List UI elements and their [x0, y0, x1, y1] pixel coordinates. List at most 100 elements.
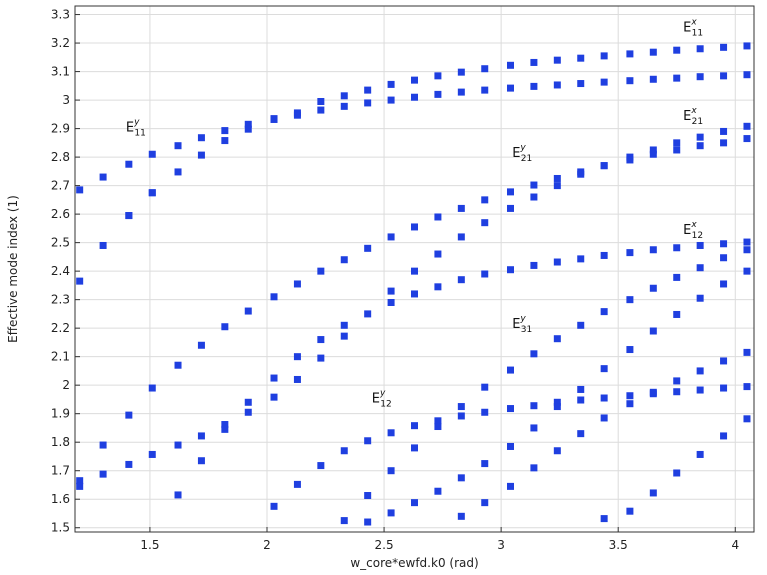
data-point — [696, 142, 704, 150]
data-point — [221, 127, 229, 135]
data-point — [743, 71, 751, 79]
mode-labels: Ex 11 Ey 11 Ex 21 Ey 21 Ex 12 Ey 31 Ey 12 — [126, 18, 703, 410]
data-point — [387, 96, 395, 104]
data-point — [649, 48, 657, 56]
mode-label: Ex 11 — [683, 18, 703, 39]
data-point — [364, 518, 372, 526]
data-point — [673, 469, 681, 477]
data-point — [317, 336, 325, 344]
data-point — [76, 482, 84, 490]
data-point — [743, 267, 751, 275]
data-point — [340, 102, 348, 110]
data-point — [148, 384, 156, 392]
data-point — [553, 81, 561, 89]
data-point — [434, 90, 442, 98]
y-tick-label: 2.3 — [51, 293, 70, 307]
data-point — [317, 98, 325, 106]
data-point — [457, 88, 465, 96]
y-tick-label: 3.1 — [51, 65, 70, 79]
data-point — [434, 487, 442, 495]
y-tick-label: 3.3 — [51, 8, 70, 22]
data-point — [649, 388, 657, 396]
mode-label: Ex 12 — [683, 220, 703, 241]
data-point — [577, 321, 585, 329]
data-point — [696, 367, 704, 375]
data-point — [197, 151, 205, 159]
y-tick-label: 2.1 — [51, 350, 70, 364]
data-point — [696, 294, 704, 302]
data-point — [434, 213, 442, 221]
data-point — [506, 188, 514, 196]
data-point — [99, 173, 107, 181]
mode-label: Ex 21 — [683, 106, 703, 127]
data-point — [577, 430, 585, 438]
data-point — [720, 280, 728, 288]
y-tick-label: 1.7 — [51, 464, 70, 478]
data-point — [411, 444, 418, 452]
data-point — [600, 308, 608, 316]
data-point — [244, 408, 252, 416]
data-point — [387, 287, 395, 295]
data-point — [696, 73, 704, 81]
data-point — [364, 244, 372, 252]
data-point — [317, 354, 325, 362]
data-point — [626, 77, 634, 85]
data-point — [317, 267, 325, 275]
data-point — [506, 61, 514, 69]
data-point — [481, 460, 489, 468]
data-point — [506, 482, 514, 490]
y-tick-label: 2.5 — [51, 236, 70, 250]
data-point — [244, 125, 252, 133]
data-point — [340, 92, 348, 100]
y-tick-label: 1.8 — [51, 435, 70, 449]
data-point — [457, 68, 465, 76]
data-point — [696, 45, 704, 53]
data-point — [506, 266, 514, 274]
data-point — [221, 323, 229, 331]
data-point — [626, 346, 634, 354]
y-tick-label: 2.9 — [51, 122, 70, 136]
data-point — [743, 238, 751, 246]
data-point — [457, 512, 465, 520]
data-point — [626, 156, 634, 164]
data-point — [174, 142, 182, 150]
data-point — [743, 122, 751, 130]
data-point — [600, 162, 608, 170]
data-point — [411, 499, 418, 507]
data-point — [696, 386, 704, 394]
data-point — [743, 135, 751, 143]
data-point — [197, 134, 205, 142]
data-point — [244, 120, 252, 128]
data-point — [293, 353, 301, 361]
data-point — [148, 150, 156, 158]
data-point — [270, 115, 278, 123]
x-tick-label: 3.5 — [609, 538, 628, 552]
data-point — [530, 261, 538, 269]
data-point — [340, 256, 348, 264]
data-point — [125, 160, 133, 168]
data-point — [270, 374, 278, 382]
data-point — [553, 56, 561, 64]
data-point — [506, 84, 514, 92]
data-point — [148, 189, 156, 197]
data-point — [340, 517, 348, 525]
data-point — [649, 246, 657, 254]
data-point — [530, 82, 538, 90]
data-point — [506, 442, 514, 450]
y-tick-label: 2.6 — [51, 207, 70, 221]
data-point — [174, 361, 182, 369]
data-point — [600, 52, 608, 60]
plot-frame — [74, 5, 755, 533]
data-point — [340, 332, 348, 340]
data-point — [221, 137, 229, 145]
data-point — [76, 186, 84, 194]
data-point — [457, 233, 465, 241]
data-point — [221, 425, 229, 433]
data-point — [743, 415, 751, 423]
data-point — [577, 396, 585, 404]
data-point — [696, 133, 704, 141]
data-point — [530, 402, 538, 410]
y-tick-label: 2.8 — [51, 150, 70, 164]
data-point — [600, 365, 608, 373]
data-point — [457, 204, 465, 212]
